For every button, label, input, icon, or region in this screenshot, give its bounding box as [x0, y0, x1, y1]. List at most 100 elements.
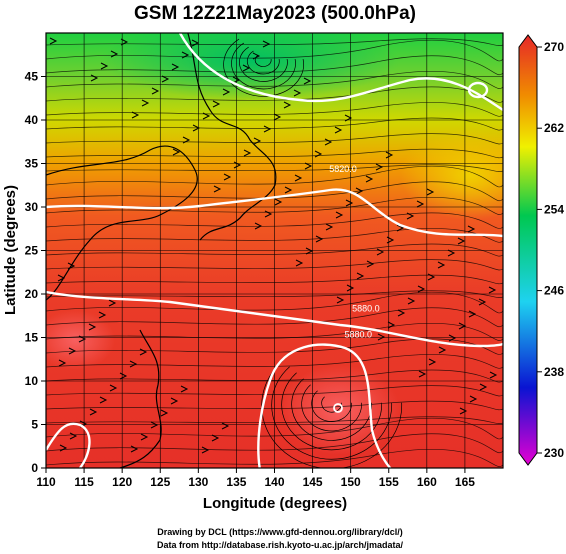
wind-arrowhead: [243, 149, 252, 157]
wind-arrowhead: [447, 249, 456, 257]
wind-streamline: [46, 291, 503, 314]
wind-arrowhead: [172, 148, 181, 156]
wind-arrowhead: [448, 334, 457, 342]
wind-arrowhead: [427, 273, 436, 281]
x-tick-label: 110: [36, 475, 56, 489]
wind-streamline: [46, 400, 503, 411]
wind-streamline: [46, 307, 503, 328]
y-tick-label: 15: [25, 331, 39, 345]
low-streamline: [247, 50, 280, 75]
typhoon-streamline: [261, 360, 402, 468]
wind-arrowhead: [355, 187, 364, 195]
wind-arrowhead: [305, 247, 314, 255]
wind-arrowhead: [293, 89, 302, 97]
wind-arrowhead: [88, 323, 97, 331]
wind-arrowhead: [232, 76, 241, 84]
wind-streamline: [46, 197, 503, 215]
wind-arrowhead: [252, 52, 261, 60]
wind-arrowhead: [304, 162, 313, 170]
y-tick-label: 5: [31, 418, 38, 432]
wind-streamline: [46, 148, 503, 159]
colorbar-tick-label: 262: [544, 121, 564, 135]
y-tick-label: 40: [25, 113, 39, 127]
wind-arrowhead: [150, 421, 159, 429]
wind-arrowhead: [58, 359, 67, 367]
wind-streamline: [46, 86, 503, 103]
chart-title: GSM 12Z21May2023 (500.0hPa): [134, 3, 416, 24]
x-tick-label: 155: [379, 475, 399, 489]
wind-arrowhead: [181, 51, 190, 59]
credit-data: Data from http://database.rish.kyoto-u.a…: [157, 540, 404, 550]
contour-5880: [46, 290, 503, 348]
wind-streamline: [46, 133, 503, 145]
wind-arrowhead: [98, 311, 107, 319]
wind-arrowhead: [108, 299, 117, 307]
warm-core-west: [46, 310, 115, 370]
wind-arrowhead: [212, 100, 221, 108]
low-streamline: [231, 42, 296, 90]
wind-arrowhead: [334, 126, 343, 134]
wind-arrowhead: [129, 360, 138, 368]
wind-streamline: [46, 212, 503, 229]
x-axis: 110 115 120 125 130 135 140 145 150 155 160 165: [36, 468, 475, 489]
wind-streamline: [46, 290, 503, 298]
wind-streamline: [46, 228, 503, 243]
colorbar-tick-label: 230: [544, 446, 564, 460]
wind-arrowhead: [151, 87, 160, 95]
wind-arrowhead: [325, 223, 334, 231]
wind-streamlines: [46, 37, 503, 468]
contour-north: [178, 33, 503, 112]
wind-arrowhead: [273, 113, 282, 121]
colorbar: 230 238 246 254 262 270: [518, 34, 564, 466]
contour-high-cell: [467, 81, 489, 99]
x-tick-label: 140: [264, 475, 284, 489]
wind-arrowhead: [262, 40, 271, 48]
wind-arrowhead: [376, 248, 385, 256]
wind-arrowhead: [68, 347, 77, 355]
wind-streamline: [46, 38, 503, 46]
wind-arrowhead: [284, 186, 293, 194]
wind-arrowhead: [254, 222, 263, 230]
wind-streamline: [46, 164, 503, 172]
wind-arrowhead: [303, 77, 312, 85]
wind-arrowhead: [396, 224, 405, 232]
contour-5820: [46, 188, 503, 238]
x-tick-label: 130: [188, 475, 208, 489]
wind-arrowhead: [213, 185, 222, 193]
wind-arrowhead: [314, 150, 323, 158]
wind-arrowhead: [479, 383, 488, 391]
wind-arrowhead: [171, 63, 180, 71]
wind-arrowhead: [438, 346, 447, 354]
wind-arrowhead: [356, 272, 365, 280]
wind-arrowhead: [69, 432, 78, 440]
x-tick-label: 150: [341, 475, 361, 489]
contour-typhoon-eye: [333, 403, 343, 413]
wind-arrowhead: [110, 50, 119, 58]
wind-arrowhead: [221, 422, 230, 430]
typhoon-streamline: [301, 384, 362, 432]
wind-arrowhead: [131, 111, 140, 119]
wind-arrowhead: [294, 174, 303, 182]
wind-arrowhead: [335, 211, 344, 219]
wind-streamline: [46, 417, 503, 440]
y-tick-label: 35: [25, 157, 39, 171]
x-tick-label: 120: [112, 475, 132, 489]
wind-arrowhead: [274, 198, 283, 206]
wind-streamline: [46, 323, 503, 341]
wind-arrowhead: [90, 74, 99, 82]
wind-arrowhead: [417, 285, 426, 293]
contour-label: 5880.0: [352, 303, 380, 313]
wind-arrowhead: [161, 75, 170, 83]
colorbar-tick-label: 270: [544, 40, 564, 54]
wind-arrowhead: [222, 88, 231, 96]
wind-streamline: [46, 385, 503, 397]
warm-core-typhoon: [280, 365, 400, 455]
x-tick-label: 145: [303, 475, 323, 489]
wind-arrowhead: [295, 259, 304, 267]
wind-arrowhead: [160, 409, 169, 417]
x-tick-label: 115: [74, 475, 94, 489]
wind-arrowhead: [49, 37, 58, 45]
wind-arrowhead: [397, 309, 406, 317]
wind-arrowhead: [263, 125, 272, 133]
contour-label: 5880.0: [345, 330, 373, 340]
